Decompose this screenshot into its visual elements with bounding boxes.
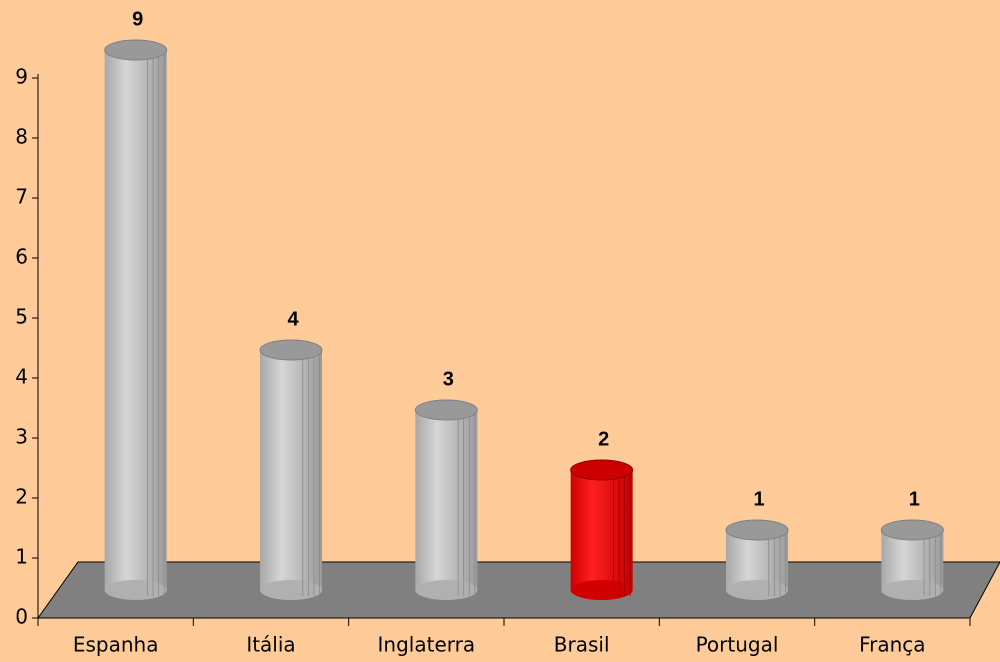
y-tick-label: 8 xyxy=(15,125,28,149)
bar xyxy=(415,410,478,590)
value-label: 9 xyxy=(132,8,143,30)
bar-top xyxy=(104,39,168,61)
y-tick-label: 5 xyxy=(15,305,28,329)
bar-top xyxy=(570,459,634,481)
value-label: 1 xyxy=(753,488,764,510)
bar-bottom xyxy=(260,580,322,600)
value-label: 1 xyxy=(909,488,920,510)
y-tick-label: 7 xyxy=(15,185,28,209)
bar-top xyxy=(414,399,478,421)
x-tick-label: Portugal xyxy=(696,633,779,657)
bar-bottom xyxy=(415,580,478,600)
bar-top xyxy=(259,339,323,361)
bar xyxy=(260,350,322,590)
bar-bottom xyxy=(570,580,633,600)
y-tick-label: 2 xyxy=(15,485,28,509)
value-label: 2 xyxy=(598,428,609,450)
y-tick-label: 3 xyxy=(15,425,28,449)
bar xyxy=(104,50,167,590)
x-tick-label: Inglaterra xyxy=(378,633,476,657)
x-tick-label: França xyxy=(859,633,925,657)
x-tick-label: Espanha xyxy=(73,633,159,657)
bar-top xyxy=(880,519,944,541)
bar-top xyxy=(725,519,789,541)
x-tick-label: Brasil xyxy=(554,633,610,657)
x-tick-label: Itália xyxy=(246,633,295,657)
y-tick-label: 9 xyxy=(15,65,28,89)
bar-bottom xyxy=(726,580,788,600)
y-tick-label: 6 xyxy=(15,245,28,269)
bar-bottom xyxy=(104,580,167,600)
y-tick-label: 1 xyxy=(15,545,28,569)
value-label: 4 xyxy=(287,308,299,330)
floor xyxy=(37,561,1000,619)
value-label: 3 xyxy=(443,368,454,390)
y-tick-label: 0 xyxy=(15,605,28,629)
bar-bottom xyxy=(881,580,944,600)
bar xyxy=(570,470,633,590)
y-tick-label: 4 xyxy=(15,365,28,389)
